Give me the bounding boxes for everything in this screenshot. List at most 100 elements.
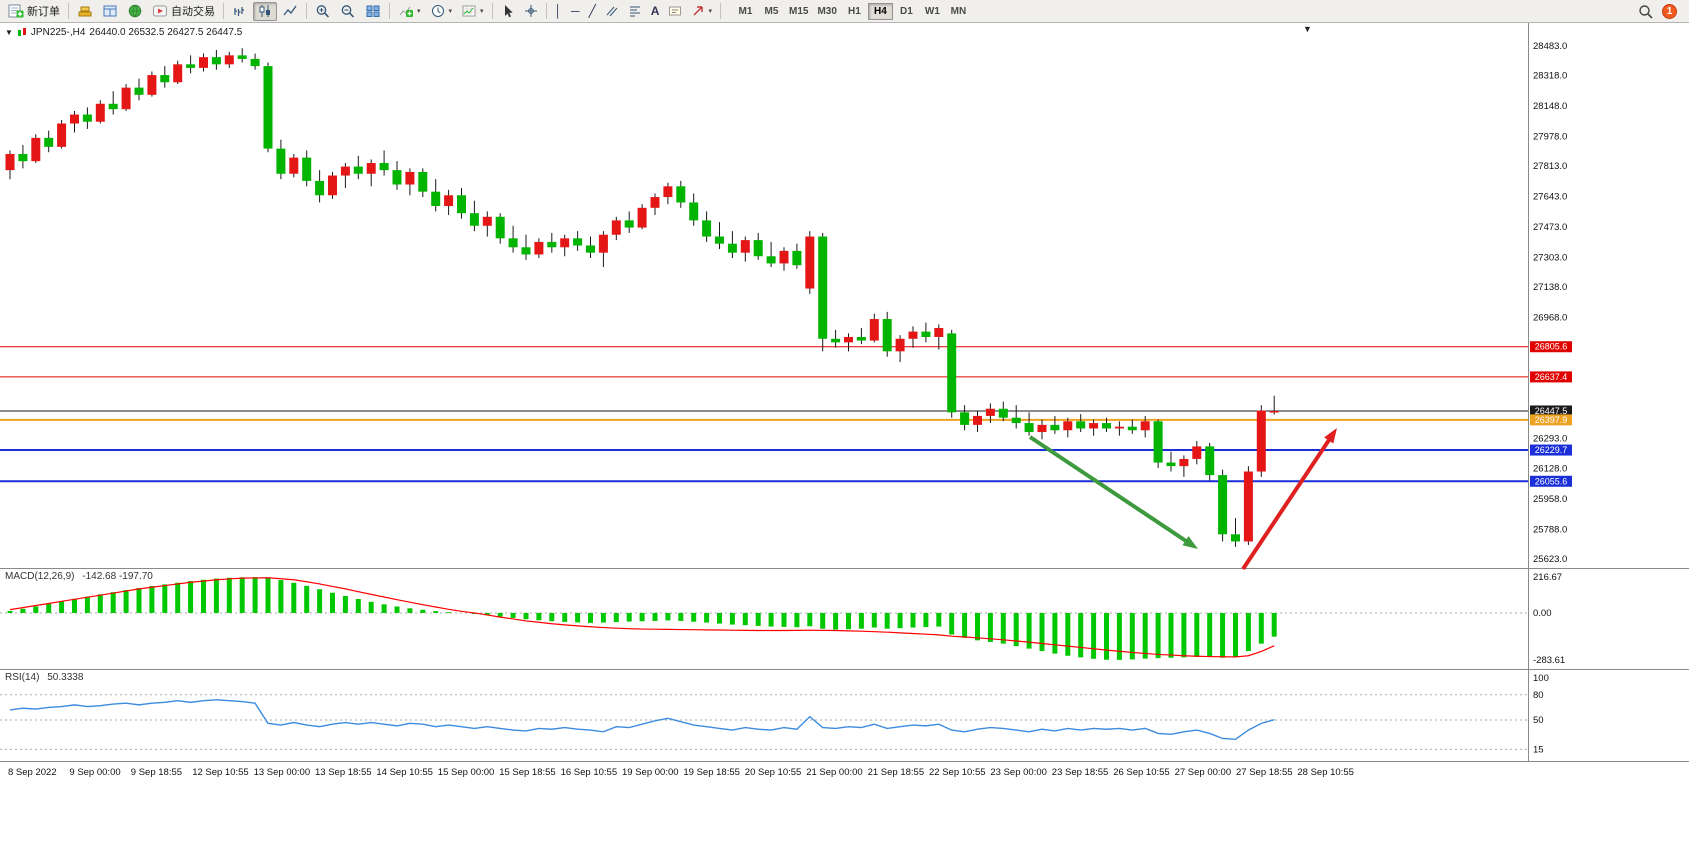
indicators-button[interactable]: ▾ <box>394 2 425 21</box>
cursor-button[interactable] <box>497 2 519 21</box>
vertical-line-icon: │ <box>554 4 563 18</box>
crosshair-icon <box>524 5 537 17</box>
svg-text:27473.0: 27473.0 <box>1533 222 1567 233</box>
toolbar-separator <box>545 3 547 19</box>
macd-label: MACD(12,26,9) -142.68 -197.70 <box>5 571 158 582</box>
dropdown-caret-icon: ▾ <box>480 8 484 15</box>
chart-scale-menu-icon[interactable]: ▼ <box>1303 24 1312 34</box>
svg-text:80: 80 <box>1533 690 1544 701</box>
svg-text:27643.0: 27643.0 <box>1533 192 1567 203</box>
search-button[interactable] <box>1634 2 1657 21</box>
svg-text:21 Sep 00:00: 21 Sep 00:00 <box>806 767 863 778</box>
svg-text:26293.0: 26293.0 <box>1533 434 1567 445</box>
toolbar-separator <box>68 3 69 19</box>
svg-text:12 Sep 10:55: 12 Sep 10:55 <box>192 767 249 778</box>
svg-text:15 Sep 00:00: 15 Sep 00:00 <box>438 767 495 778</box>
horizontal-level-lines <box>0 346 1528 483</box>
symbol-ohlc: 26440.0 26532.5 26427.5 26447.5 <box>89 27 243 38</box>
text-label-icon <box>669 6 682 16</box>
navigator-button[interactable] <box>123 2 147 21</box>
zoom-out-button[interactable] <box>336 2 360 21</box>
data-window-button[interactable] <box>98 2 122 21</box>
svg-text:28483.0: 28483.0 <box>1533 41 1567 52</box>
candlestick-chart-button[interactable] <box>253 1 277 21</box>
timeframe-h1[interactable]: H1 <box>847 5 861 17</box>
zoom-in-button[interactable] <box>311 2 335 21</box>
text-tool-button[interactable]: A <box>647 2 664 21</box>
svg-text:-283.61: -283.61 <box>1533 655 1565 666</box>
svg-text:19 Sep 18:55: 19 Sep 18:55 <box>683 767 740 778</box>
arrows-tool-button[interactable]: ▾ <box>687 2 716 21</box>
candlestick-chart-icon <box>259 5 270 17</box>
periods-button[interactable]: ▾ <box>426 2 457 21</box>
mini-candle-icon <box>17 28 26 36</box>
svg-text:27138.0: 27138.0 <box>1533 282 1567 293</box>
timeframe-m1[interactable]: M1 <box>738 5 753 17</box>
dropdown-caret-icon: ▾ <box>417 8 421 15</box>
templates-button[interactable]: ▾ <box>457 2 488 21</box>
auto-trading-button[interactable]: 自动交易 <box>148 2 219 21</box>
svg-text:28318.0: 28318.0 <box>1533 70 1567 81</box>
svg-text:25958.0: 25958.0 <box>1533 494 1567 505</box>
svg-text:22 Sep 10:55: 22 Sep 10:55 <box>929 767 986 778</box>
chart-area: 28483.0 28318.0 28148.0 27978.0 27813.0 27643… <box>0 23 1689 851</box>
clock-icon <box>431 5 444 17</box>
notification-badge[interactable]: 1 <box>1662 3 1677 19</box>
timeframe-w1[interactable]: W1 <box>924 5 940 17</box>
timeframe-d1[interactable]: D1 <box>899 5 913 17</box>
rsi-name: RSI(14) <box>5 672 40 683</box>
trendline-icon: ╱ <box>588 4 596 18</box>
svg-text:100: 100 <box>1533 673 1549 684</box>
template-icon <box>462 5 476 17</box>
line-chart-button[interactable] <box>278 2 302 21</box>
timeframe-mn[interactable]: MN <box>950 5 967 17</box>
annotations <box>1028 428 1337 571</box>
time-axis: 8 Sep 2022 9 Sep 00:00 9 Sep 18:55 12 Sep 1… <box>8 767 1354 778</box>
svg-text:26805.6: 26805.6 <box>1535 342 1568 352</box>
auto-trading-icon <box>153 5 167 17</box>
timeframe-m5[interactable]: M5 <box>764 5 779 17</box>
timeframe-h4[interactable]: H4 <box>867 2 893 20</box>
crosshair-button[interactable] <box>520 2 542 21</box>
red-up-arrow[interactable] <box>1241 434 1334 571</box>
new-order-icon <box>8 4 24 18</box>
svg-text:20 Sep 10:55: 20 Sep 10:55 <box>745 767 802 778</box>
symbol-title: JPN225-,H4 <box>30 27 86 38</box>
svg-text:27 Sep 00:00: 27 Sep 00:00 <box>1175 767 1232 778</box>
new-order-label: 新订单 <box>27 6 60 18</box>
timeframe-m15[interactable]: M15 <box>788 5 809 17</box>
bar-chart-button[interactable] <box>228 2 252 21</box>
text-label-tool-button[interactable] <box>664 2 686 21</box>
price-chart-svg[interactable]: 28483.0 28318.0 28148.0 27978.0 27813.0 27643… <box>0 23 1689 851</box>
zoom-in-icon <box>316 5 330 18</box>
svg-text:13 Sep 00:00: 13 Sep 00:00 <box>254 767 311 778</box>
svg-text:26968.0: 26968.0 <box>1533 313 1567 324</box>
svg-text:27303.0: 27303.0 <box>1533 253 1567 264</box>
svg-text:26447.5: 26447.5 <box>1535 406 1568 416</box>
new-order-button[interactable]: 新订单 <box>4 2 64 21</box>
svg-text:27813.0: 27813.0 <box>1533 161 1567 172</box>
svg-text:0.00: 0.00 <box>1533 608 1552 619</box>
svg-text:14 Sep 10:55: 14 Sep 10:55 <box>376 767 433 778</box>
svg-text:23 Sep 18:55: 23 Sep 18:55 <box>1052 767 1109 778</box>
timeframe-m30[interactable]: M30 <box>817 5 837 17</box>
text-tool-icon: A <box>650 4 660 18</box>
symbol-info: ▼ JPN225-,H4 26440.0 26532.5 26427.5 264… <box>5 27 242 38</box>
market-watch-button[interactable] <box>73 2 97 21</box>
chart-chrome <box>0 23 1689 762</box>
channel-tool-button[interactable] <box>601 2 623 21</box>
macd-values: -142.68 -197.70 <box>82 571 153 582</box>
green-down-arrow[interactable] <box>1028 435 1192 546</box>
vertical-line-tool-button[interactable]: │ <box>551 2 567 21</box>
fibonacci-tool-button[interactable] <box>624 2 646 21</box>
trendline-tool-button[interactable]: ╱ <box>585 2 600 21</box>
indicators-icon <box>399 6 413 17</box>
svg-text:28 Sep 10:55: 28 Sep 10:55 <box>1297 767 1354 778</box>
horizontal-line-icon: ─ <box>571 4 580 18</box>
dropdown-caret-icon: ▾ <box>708 8 712 15</box>
one-click-trading-arrow-icon[interactable]: ▼ <box>5 28 13 37</box>
svg-text:19 Sep 00:00: 19 Sep 00:00 <box>622 767 679 778</box>
svg-text:15: 15 <box>1533 744 1544 755</box>
tile-windows-button[interactable] <box>361 2 385 21</box>
horizontal-line-tool-button[interactable]: ─ <box>567 2 584 21</box>
